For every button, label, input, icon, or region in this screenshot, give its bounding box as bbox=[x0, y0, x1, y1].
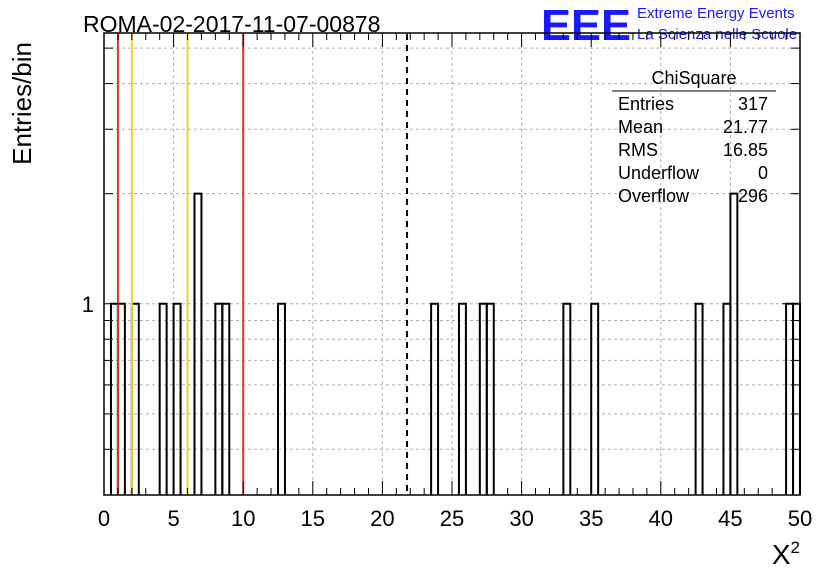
stats-row-label: Entries bbox=[618, 94, 674, 114]
x-tick-label: 35 bbox=[579, 506, 603, 531]
histogram-bin bbox=[457, 302, 467, 495]
stats-box: ChiSquare Entries 317 Mean 21.77 RMS 16.85 Unde… bbox=[612, 68, 776, 206]
x-tick-label: 20 bbox=[370, 506, 394, 531]
x-tick-label: 0 bbox=[98, 506, 110, 531]
x-tick-label: 40 bbox=[649, 506, 673, 531]
x-tick-label: 50 bbox=[788, 506, 812, 531]
histogram-bin bbox=[729, 192, 739, 495]
logo-mark: EEE bbox=[541, 1, 631, 50]
stats-title: ChiSquare bbox=[651, 68, 736, 88]
histogram-bin bbox=[785, 302, 795, 495]
histogram-bin bbox=[277, 302, 286, 495]
histogram-bin bbox=[562, 302, 572, 495]
y-tick-label: 1 bbox=[82, 292, 94, 317]
histogram-bin bbox=[193, 192, 203, 495]
histogram-bin bbox=[478, 302, 488, 495]
x-ticks: 0 5 10 15 20 25 30 35 40 45 50 bbox=[98, 33, 812, 531]
histogram-bin bbox=[214, 302, 224, 495]
stats-row-label: Underflow bbox=[618, 163, 700, 183]
histogram-bin bbox=[172, 302, 182, 495]
histogram-bin bbox=[792, 302, 801, 495]
stats-row-value: 317 bbox=[738, 94, 768, 114]
histogram-bin bbox=[722, 302, 732, 495]
stats-row-label: RMS bbox=[618, 140, 658, 160]
y-ticks: 1 bbox=[82, 47, 800, 450]
x-tick-label: 10 bbox=[231, 506, 255, 531]
x-axis-label: X2 bbox=[772, 538, 800, 570]
logo-line1: Extreme Energy Events bbox=[637, 5, 795, 22]
histogram-bin bbox=[694, 302, 704, 495]
stats-row-value: 16.85 bbox=[723, 140, 768, 160]
histogram-bin bbox=[221, 302, 231, 495]
x-tick-label: 5 bbox=[167, 506, 179, 531]
stats-row-label: Overflow bbox=[618, 186, 690, 206]
histogram-bin bbox=[430, 302, 440, 495]
stats-row-label: Mean bbox=[618, 117, 663, 137]
histogram-bin bbox=[116, 302, 126, 495]
histogram-bin bbox=[590, 302, 600, 495]
marker-lines bbox=[116, 34, 409, 495]
eee-logo: EEE Extreme Energy Events La Scienza nel… bbox=[541, 1, 797, 50]
histogram-bin bbox=[485, 302, 495, 495]
y-axis-label: Entries/bin bbox=[7, 42, 37, 165]
x-tick-label: 25 bbox=[440, 506, 464, 531]
histogram-bin bbox=[130, 302, 140, 495]
x-tick-label: 45 bbox=[718, 506, 742, 531]
stats-row-value: 296 bbox=[738, 186, 768, 206]
histogram-bin bbox=[109, 302, 119, 495]
x-tick-label: 30 bbox=[509, 506, 533, 531]
logo-line2: La Scienza nelle Scuole bbox=[637, 26, 797, 43]
stats-row-value: 0 bbox=[758, 163, 768, 183]
x-tick-label: 15 bbox=[301, 506, 325, 531]
stats-row-value: 21.77 bbox=[723, 117, 768, 137]
histogram-bin bbox=[158, 302, 168, 495]
